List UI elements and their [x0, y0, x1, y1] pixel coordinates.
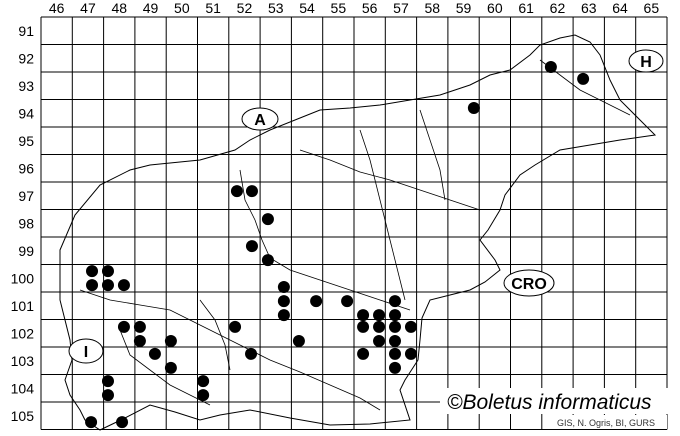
record-dot — [373, 334, 386, 347]
record-dot — [357, 309, 370, 322]
column-label: 55 — [331, 0, 347, 16]
record-dot — [277, 281, 290, 294]
record-dot — [197, 375, 210, 388]
row-label: 97 — [18, 188, 34, 204]
record-dot — [85, 416, 98, 429]
record-dot — [544, 61, 557, 74]
svg-text:I: I — [84, 344, 88, 361]
record-dot — [292, 334, 305, 347]
label-austria: A — [241, 107, 279, 131]
record-dot — [389, 347, 402, 360]
record-dot — [310, 295, 323, 308]
row-labels: 91 92 93 94 95 96 97 98 99 100 101 102 103 104 105 — [11, 23, 35, 424]
label-croatia: CRO — [503, 269, 555, 297]
record-dot — [101, 279, 114, 292]
column-label: 48 — [111, 0, 127, 16]
column-label: 57 — [393, 0, 409, 16]
svg-text:CRO: CRO — [511, 276, 547, 293]
record-dot — [230, 185, 243, 198]
column-labels: 46 47 48 49 50 51 52 53 54 55 56 57 58 59 60 61 62 63 64 65 — [49, 0, 659, 16]
record-dot — [277, 295, 290, 308]
record-dot — [389, 361, 402, 374]
column-label: 46 — [49, 0, 65, 16]
record-dot — [117, 320, 130, 333]
svg-text:A: A — [254, 112, 266, 129]
row-label: 101 — [11, 298, 35, 314]
record-dot — [277, 309, 290, 322]
row-label: 96 — [18, 160, 34, 176]
label-italy: I — [68, 338, 104, 364]
row-label: 99 — [18, 243, 34, 259]
record-dot — [164, 361, 177, 374]
record-dot — [101, 265, 114, 278]
record-dot — [117, 279, 130, 292]
record-dot — [389, 334, 402, 347]
record-dot — [404, 347, 417, 360]
row-label: 102 — [11, 325, 35, 341]
record-dot — [261, 213, 274, 226]
record-dot — [116, 416, 129, 429]
grid — [40, 16, 668, 430]
record-dot — [133, 334, 146, 347]
column-label: 65 — [644, 0, 660, 16]
column-label: 61 — [518, 0, 534, 16]
column-label: 56 — [362, 0, 378, 16]
row-label: 98 — [18, 215, 34, 231]
row-label: 91 — [18, 23, 34, 39]
record-dot — [229, 320, 242, 333]
record-dot — [389, 309, 402, 322]
record-dot — [101, 375, 114, 388]
country-border — [59, 34, 657, 431]
column-label: 63 — [581, 0, 597, 16]
row-label: 94 — [18, 105, 34, 121]
record-dot — [261, 254, 274, 267]
column-label: 58 — [424, 0, 440, 16]
column-label: 51 — [205, 0, 221, 16]
record-dot — [245, 185, 258, 198]
copyright-text: ©Boletus informaticus — [447, 391, 652, 414]
record-dot — [148, 347, 161, 360]
row-label: 103 — [11, 353, 35, 369]
record-dot — [389, 320, 402, 333]
credits-text: GIS, N. Ogris, BI, GURS — [557, 418, 655, 428]
record-dot — [197, 389, 210, 402]
column-label: 47 — [80, 0, 96, 16]
svg-text:H: H — [640, 54, 652, 71]
record-dot — [467, 102, 480, 115]
rivers — [79, 59, 631, 411]
label-hungary: H — [628, 49, 664, 73]
column-label: 60 — [487, 0, 503, 16]
column-label: 59 — [456, 0, 472, 16]
row-label: 92 — [18, 50, 34, 66]
record-dot — [373, 309, 386, 322]
record-dot — [245, 347, 258, 360]
record-dot — [373, 320, 386, 333]
column-label: 54 — [299, 0, 315, 16]
record-dot — [357, 347, 370, 360]
column-label: 64 — [612, 0, 628, 16]
column-label: 50 — [174, 0, 190, 16]
record-dot — [86, 279, 99, 292]
column-label: 49 — [143, 0, 159, 16]
row-label: 95 — [18, 133, 34, 149]
record-dot — [245, 240, 258, 253]
record-dot — [577, 72, 590, 85]
column-label: 52 — [237, 0, 253, 16]
record-dot — [133, 320, 146, 333]
record-dot — [357, 320, 370, 333]
record-dot — [86, 265, 99, 278]
record-dots — [85, 61, 590, 429]
column-label: 62 — [550, 0, 566, 16]
record-dot — [389, 295, 402, 308]
row-label: 104 — [11, 380, 35, 396]
column-label: 53 — [268, 0, 284, 16]
record-dot — [101, 389, 114, 402]
record-dot — [164, 334, 177, 347]
row-label: 93 — [18, 78, 34, 94]
row-label: 105 — [11, 408, 35, 424]
row-label: 100 — [11, 270, 35, 286]
record-dot — [341, 295, 354, 308]
record-dot — [404, 320, 417, 333]
